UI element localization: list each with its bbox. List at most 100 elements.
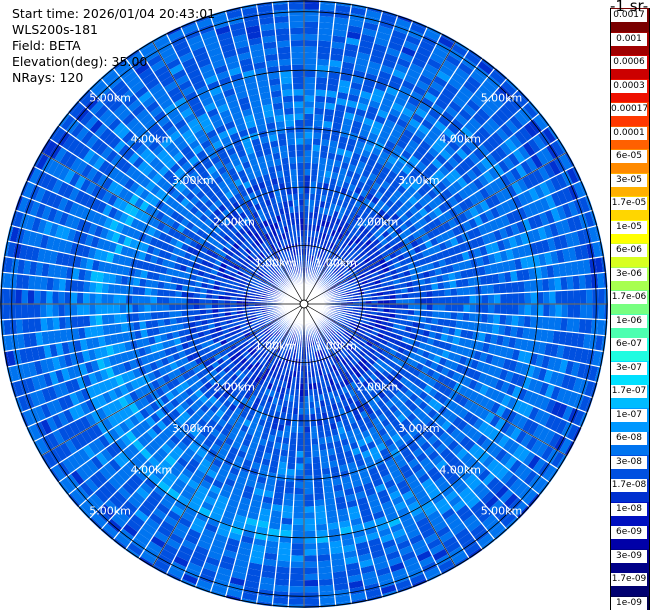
gate-cell (527, 378, 538, 392)
gate-cell (269, 516, 282, 524)
gate-cell (313, 394, 320, 402)
gate-cell (95, 293, 102, 304)
gate-cell (350, 316, 358, 322)
gate-cell (529, 315, 537, 329)
gate-cell (304, 445, 312, 452)
gate-cell (304, 451, 312, 458)
gate-cell (243, 485, 255, 494)
gate-cell (149, 343, 158, 354)
gate-cell (257, 370, 265, 379)
gate-cell (334, 322, 342, 328)
gate-cell (316, 419, 324, 427)
gate-cell (518, 304, 525, 316)
gate-cell (108, 354, 118, 367)
gate-cell (544, 383, 555, 399)
gate-cell (182, 322, 190, 330)
gate-cell (318, 22, 334, 30)
gate-cell (59, 442, 73, 458)
gate-cell (293, 101, 304, 108)
gate-cell (576, 332, 585, 349)
gate-cell (401, 432, 413, 444)
gate-cell (595, 334, 604, 352)
gate-cell (347, 505, 360, 515)
gate-cell (219, 361, 228, 370)
gate-cell (460, 468, 474, 482)
gate-cell (234, 377, 243, 386)
gate-cell (138, 312, 146, 322)
gate-cell (274, 22, 290, 30)
gate-cell (244, 580, 260, 589)
gate-cell (243, 331, 251, 338)
gate-cell (214, 365, 223, 374)
gate-cell (360, 357, 368, 365)
gate-cell (144, 287, 152, 296)
gate-cell (401, 309, 409, 315)
gate-cell (343, 424, 353, 433)
gate-cell (284, 487, 295, 494)
gate-cell (261, 458, 271, 467)
gate-cell (229, 576, 246, 587)
gate-cell (160, 459, 173, 471)
gate-cell (184, 533, 200, 546)
gate-cell (71, 279, 79, 293)
gate-cell (346, 568, 362, 577)
gate-cell (157, 480, 171, 493)
gate-cell (308, 383, 313, 390)
gate-cell (428, 387, 438, 398)
gate-cell (341, 538, 356, 547)
gate-cell (317, 40, 332, 48)
gate-cell (70, 489, 85, 506)
gate-cell (256, 444, 266, 453)
gate-cell (107, 314, 115, 325)
gate-cell (40, 290, 47, 304)
gate-cell (517, 447, 531, 463)
gate-cell (564, 360, 575, 376)
gate-cell (389, 522, 404, 534)
gate-cell (380, 432, 391, 443)
gate-cell (524, 304, 532, 316)
gate-cell (356, 438, 367, 448)
gate-cell (466, 495, 481, 510)
gate-cell (475, 433, 488, 447)
gate-cell (86, 426, 99, 442)
gate-cell (409, 506, 424, 518)
gate-cell (112, 411, 124, 425)
gate-cell (268, 522, 281, 530)
gate-cell (346, 499, 358, 509)
gate-cell (304, 598, 320, 605)
gate-cell (472, 330, 480, 341)
gate-cell (83, 315, 91, 328)
gate-cell (350, 592, 367, 602)
gate-cell (167, 423, 179, 435)
gate-cell (107, 304, 114, 315)
gate-cell (550, 385, 561, 401)
gate-cell (491, 323, 500, 335)
gate-cell (275, 331, 281, 338)
gate-cell (159, 333, 168, 343)
gate-cell (141, 522, 157, 536)
gate-cell (379, 533, 395, 544)
gate-cell (273, 584, 290, 593)
gate-cell (320, 455, 329, 463)
gate-cell (129, 339, 138, 351)
gate-cell (304, 58, 317, 65)
gate-cell (113, 386, 124, 399)
gate-cell (358, 559, 374, 569)
gate-cell (9, 365, 20, 382)
gate-cell (442, 535, 458, 549)
gate-cell (127, 322, 135, 332)
gate-cell (242, 350, 250, 358)
gate-cell (247, 473, 258, 482)
gate-cell (271, 335, 277, 343)
gate-cell (260, 365, 268, 374)
gate-cell (122, 523, 138, 538)
gate-cell (304, 113, 314, 121)
gate-cell (294, 481, 304, 489)
gate-cell (508, 497, 523, 513)
gate-cell (260, 570, 276, 579)
gate-cell (297, 187, 304, 194)
gate-cell (381, 369, 390, 378)
gate-cell (299, 383, 304, 390)
gate-cell (304, 107, 315, 114)
gate-cell (560, 317, 568, 332)
